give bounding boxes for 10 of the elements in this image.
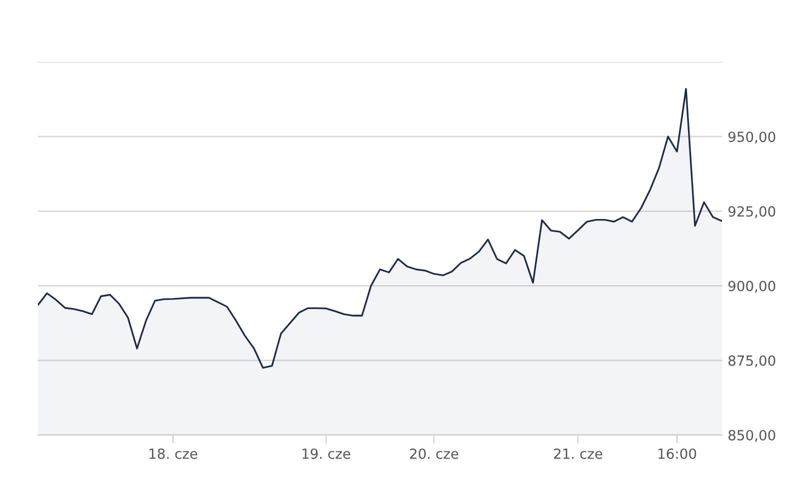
y-tick-label: 900,00 <box>728 280 776 293</box>
x-tick-label: 20. cze <box>410 448 458 459</box>
y-tick-label: 875,00 <box>728 355 776 368</box>
x-tick-label: 16:00 <box>658 448 696 459</box>
x-tick-label: 19. cze <box>302 448 350 459</box>
x-tick-label: 21. cze <box>554 448 602 459</box>
y-tick-label: 925,00 <box>728 206 776 218</box>
y-tick-label: 850,00 <box>728 430 776 442</box>
y-tick-label: 950,00 <box>728 132 776 144</box>
x-tick-label: 18. cze <box>150 448 198 459</box>
